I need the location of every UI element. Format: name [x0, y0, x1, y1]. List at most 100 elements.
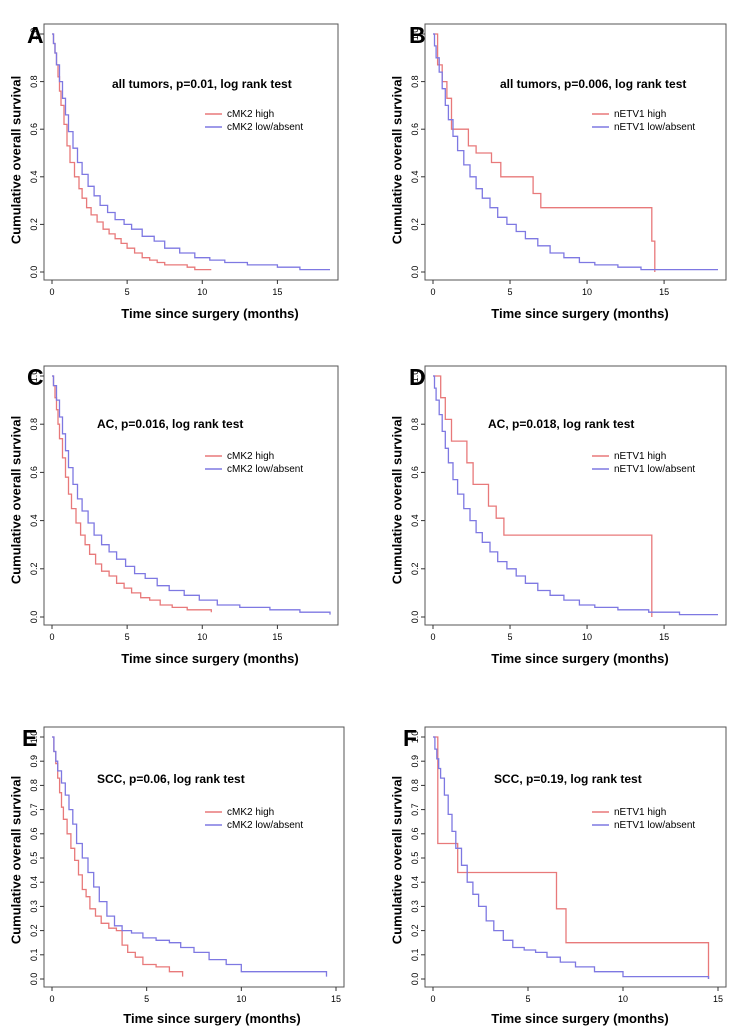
survival-curve-low: [433, 375, 718, 616]
x-tick-label: 0: [430, 287, 435, 297]
panel-annotation: all tumors, p=0.01, log rank test: [112, 77, 292, 91]
legend-label: cMK2 high: [227, 451, 274, 462]
x-tick-label: 5: [508, 632, 513, 642]
y-tick-label: 0.8: [410, 75, 420, 88]
chart-panel-d: 0.0 0.2 0.4 0.6 0.8 1.0 0 5 10 15 nETV1 high nETV1 …: [389, 364, 727, 666]
legend-label: cMK2 high: [227, 807, 274, 818]
x-tick-label: 0: [49, 994, 54, 1004]
y-tick-label: 0.2: [29, 563, 39, 576]
x-tick-label: 15: [659, 632, 669, 642]
x-tick-label: 5: [144, 994, 149, 1004]
chart-panel-e: 0.0 0.1 0.2 0.3 0.4 0.5 0.6 0.7 0.8 0.9 1.0 0 5 10 15 c…: [8, 725, 345, 1026]
panel-letter: D: [409, 364, 426, 390]
chart-panel-f: 0.0 0.1 0.2 0.3 0.4 0.5 0.6 0.7 0.8 0.9 1.0 0 5 10 15 n…: [389, 725, 727, 1026]
y-tick-label: 0.4: [29, 876, 39, 889]
x-axis-title: Time since surgery (months): [491, 306, 668, 321]
y-axis-title: Cumulative overall survival: [389, 416, 404, 584]
y-tick-label: 0.2: [410, 218, 420, 231]
survival-curve-low: [433, 736, 710, 979]
y-tick-label: 0.5: [410, 852, 420, 865]
legend-label: cMK2 low/absent: [227, 464, 303, 475]
x-tick-label: 5: [125, 287, 130, 297]
x-tick-label: 10: [236, 994, 246, 1004]
y-tick-label: 0.6: [410, 123, 420, 136]
y-tick-label: 0.2: [29, 218, 39, 231]
x-tick-label: 10: [197, 632, 207, 642]
survival-curve-high: [433, 33, 656, 272]
legend-label: cMK2 high: [227, 109, 274, 120]
chart-panel-a: 0.0 0.2 0.4 0.6 0.8 1.0 0 5 10 15 cMK2 high cMK2 lo…: [8, 22, 339, 321]
legend-label: nETV1 low/absent: [614, 122, 695, 133]
y-tick-label: 0.8: [410, 779, 420, 792]
y-tick-label: 0.7: [29, 803, 39, 816]
plot-frame: [424, 23, 727, 281]
y-tick-label: 0.8: [29, 779, 39, 792]
legend-label: nETV1 low/absent: [614, 464, 695, 475]
y-tick-label: 0.8: [29, 75, 39, 88]
x-tick-label: 15: [331, 994, 341, 1004]
y-tick-label: 0.0: [410, 266, 420, 279]
plot-frame: [424, 726, 727, 988]
panel-letter: E: [22, 725, 37, 751]
y-axis-title: Cumulative overall survival: [8, 416, 23, 584]
x-tick-label: 10: [618, 994, 628, 1004]
y-tick-label: 0.6: [29, 466, 39, 479]
y-tick-label: 0.0: [410, 973, 420, 986]
legend-label: nETV1 high: [614, 109, 666, 120]
y-tick-label: 0.1: [410, 949, 420, 962]
y-tick-label: 1.0: [410, 28, 420, 41]
survival-curve-low: [52, 736, 328, 977]
y-tick-label: 0.2: [29, 924, 39, 937]
survival-curve-high: [52, 375, 212, 613]
legend-label: cMK2 low/absent: [227, 122, 303, 133]
survival-curve-high: [433, 375, 653, 617]
y-tick-label: 0.4: [410, 171, 420, 184]
y-tick-label: 0.7: [410, 803, 420, 816]
x-axis-title: Time since surgery (months): [121, 651, 298, 666]
y-tick-label: 0.9: [29, 755, 39, 768]
y-tick-label: 0.2: [410, 924, 420, 937]
y-tick-label: 1.0: [410, 731, 420, 744]
y-tick-label: 0.0: [29, 611, 39, 624]
y-tick-label: 1.0: [29, 731, 39, 744]
y-tick-label: 1.0: [29, 370, 39, 383]
y-tick-label: 0.3: [410, 900, 420, 913]
y-tick-label: 0.0: [410, 611, 420, 624]
x-axis-title: Time since surgery (months): [123, 1011, 300, 1026]
y-tick-label: 0.6: [29, 123, 39, 136]
x-axis-title: Time since surgery (months): [491, 1011, 668, 1026]
plot-frame: [424, 365, 727, 626]
x-tick-label: 5: [525, 994, 530, 1004]
survival-curve-low: [433, 33, 718, 271]
legend-label: nETV1 high: [614, 807, 666, 818]
y-tick-label: 0.8: [410, 418, 420, 431]
survival-curve-high: [52, 33, 212, 271]
x-tick-label: 15: [272, 287, 282, 297]
y-axis-title: Cumulative overall survival: [389, 776, 404, 944]
y-tick-label: 0.1: [29, 949, 39, 962]
x-axis-title: Time since surgery (months): [121, 306, 298, 321]
chart-panel-b: 0.0 0.2 0.4 0.6 0.8 1.0 0 5 10 15 nETV1 high nETV1 …: [389, 22, 727, 321]
chart-panel-c: 0.0 0.2 0.4 0.6 0.8 1.0 0 5 10 15 cMK2 high cMK2 lo…: [8, 364, 339, 666]
x-tick-label: 0: [430, 994, 435, 1004]
x-tick-label: 5: [125, 632, 130, 642]
panel-annotation: AC, p=0.018, log rank test: [488, 417, 634, 431]
x-tick-label: 0: [430, 632, 435, 642]
panel-annotation: SCC, p=0.06, log rank test: [97, 772, 245, 786]
y-tick-label: 0.4: [29, 514, 39, 527]
panel-letter: B: [409, 22, 426, 48]
y-tick-label: 0.0: [29, 266, 39, 279]
panel-annotation: all tumors, p=0.006, log rank test: [500, 77, 686, 91]
legend-label: nETV1 high: [614, 451, 666, 462]
legend-label: nETV1 low/absent: [614, 820, 695, 831]
y-tick-label: 0.4: [410, 514, 420, 527]
x-tick-label: 15: [272, 632, 282, 642]
survival-curve-high: [433, 736, 710, 979]
y-tick-label: 0.3: [29, 900, 39, 913]
plot-frame: [43, 726, 345, 988]
y-tick-label: 0.2: [410, 563, 420, 576]
legend-label: cMK2 low/absent: [227, 820, 303, 831]
plot-frame: [43, 365, 339, 626]
survival-curve-low: [52, 375, 331, 615]
